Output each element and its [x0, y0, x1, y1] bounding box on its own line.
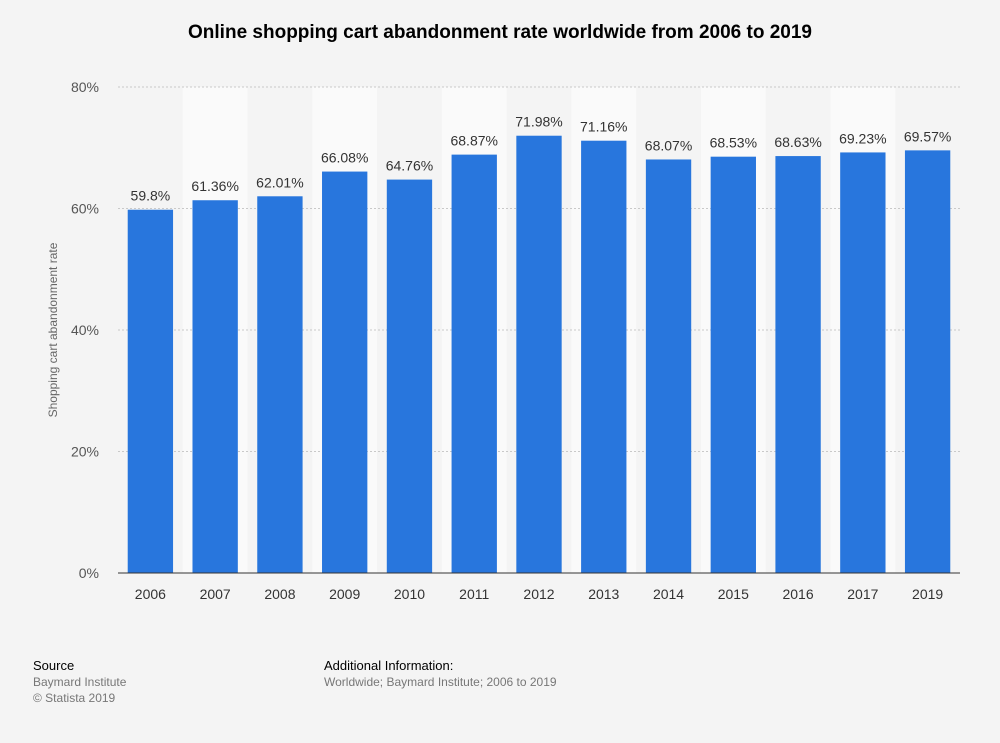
- x-tick-label-2013: 2013: [588, 586, 619, 602]
- bar-2010[interactable]: [386, 179, 433, 573]
- bar-2007[interactable]: [192, 200, 238, 573]
- data-label-2012: 71.98%: [515, 114, 562, 130]
- y-tick-label: 0%: [79, 565, 99, 581]
- additional-info-block: Additional Information: Worldwide; Bayma…: [324, 658, 557, 690]
- bar-2016[interactable]: [775, 156, 821, 573]
- data-label-2008: 62.01%: [256, 174, 303, 190]
- additional-info-text: Worldwide; Baymard Institute; 2006 to 20…: [324, 675, 557, 689]
- chart-title: Online shopping cart abandonment rate wo…: [188, 22, 812, 43]
- y-tick-label: 80%: [71, 79, 99, 95]
- data-label-2013: 71.16%: [580, 119, 627, 135]
- y-axis-label: Shopping cart abandonment rate: [46, 242, 60, 417]
- x-tick-label-2012: 2012: [523, 586, 554, 602]
- x-tick-label-2016: 2016: [782, 586, 813, 602]
- x-axis-ticks: 2006 2007 2008 2009 2010 2011 2012 2013 2014 2015…: [135, 586, 944, 602]
- bar-2017[interactable]: [840, 152, 886, 574]
- bar-2015[interactable]: [710, 156, 756, 574]
- source-heading: Source: [33, 658, 75, 673]
- data-label-2016: 68.63%: [774, 134, 821, 150]
- data-label-2007: 61.36%: [191, 178, 238, 194]
- additional-info-heading: Additional Information:: [324, 658, 454, 673]
- bar-2013[interactable]: [581, 140, 627, 573]
- y-axis-ticks: 0% 20% 40% 60% 80%: [71, 79, 99, 581]
- source-name[interactable]: Baymard Institute: [33, 675, 127, 689]
- bars: [127, 135, 951, 574]
- x-tick-label-2007: 2007: [200, 586, 231, 602]
- bar-2019[interactable]: [904, 150, 951, 573]
- x-tick-label-2019: 2019: [912, 586, 943, 602]
- x-tick-label-2008: 2008: [264, 586, 295, 602]
- data-labels: 59.8% 61.36% 62.01% 66.08% 64.76% 68.87% 71.98…: [131, 114, 952, 204]
- x-tick-label-2014: 2014: [653, 586, 684, 602]
- copyright-text: © Statista 2019: [33, 691, 116, 705]
- y-tick-label: 20%: [71, 444, 99, 460]
- y-tick-label: 60%: [71, 201, 99, 217]
- x-tick-label-2010: 2010: [394, 586, 425, 602]
- x-tick-label-2015: 2015: [718, 586, 749, 602]
- bar-2011[interactable]: [451, 154, 497, 573]
- source-block: Source Baymard Institute © Statista 2019: [33, 658, 126, 706]
- data-label-2014: 68.07%: [645, 137, 692, 153]
- data-label-2015: 68.53%: [710, 135, 757, 151]
- x-tick-label-2011: 2011: [459, 586, 489, 602]
- data-label-2010: 64.76%: [386, 158, 433, 174]
- data-label-2009: 66.08%: [321, 150, 368, 166]
- data-label-2017: 69.23%: [839, 130, 886, 146]
- data-label-2011: 68.87%: [450, 133, 497, 149]
- bar-2014[interactable]: [645, 159, 692, 574]
- y-tick-label: 40%: [71, 322, 99, 338]
- data-label-2019: 69.57%: [904, 128, 951, 144]
- data-label-2006: 59.8%: [131, 188, 171, 204]
- bar-2009[interactable]: [322, 171, 368, 573]
- bar-2012[interactable]: [516, 135, 562, 573]
- bar-2006[interactable]: [127, 209, 174, 573]
- x-tick-label-2006: 2006: [135, 586, 166, 602]
- x-tick-label-2017: 2017: [847, 586, 878, 602]
- x-tick-label-2009: 2009: [329, 586, 360, 602]
- bar-2008[interactable]: [257, 196, 303, 573]
